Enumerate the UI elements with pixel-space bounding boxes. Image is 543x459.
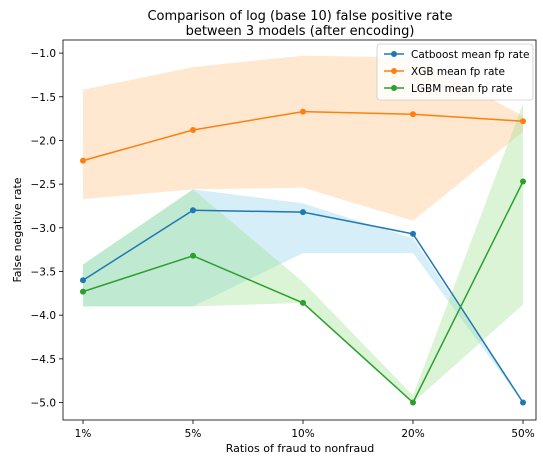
y-tick-label: −3.0 <box>31 223 57 235</box>
legend-marker-catboost <box>391 51 397 57</box>
point-catboost-0 <box>80 277 86 284</box>
y-tick-label: −4.5 <box>31 354 57 366</box>
point-catboost-1 <box>190 207 196 214</box>
y-tick-label: −2.0 <box>31 135 57 147</box>
point-lgbm-2 <box>300 299 306 306</box>
band-catboost <box>83 189 523 403</box>
legend-entry-xgb: XGB mean fp rate <box>384 66 505 78</box>
chart-title: Comparison of log (base 10) false positi… <box>147 9 452 24</box>
legend-label-lgbm: LGBM mean fp rate <box>411 83 513 95</box>
plot-frame <box>62 39 537 421</box>
point-lgbm-0 <box>80 288 86 295</box>
point-catboost-2 <box>300 209 306 216</box>
legend-box <box>376 43 534 101</box>
x-axis-label: Ratios of fraud to nonfraud <box>226 442 374 455</box>
y-axis-ticks: −1.0 −1.5 −2.0 −2.5 −3.0 −3.5 −4.0 −4.5 −5.0 <box>31 48 63 410</box>
legend-label-xgb: XGB mean fp rate <box>411 66 505 78</box>
point-lgbm-4 <box>520 178 526 185</box>
band-lgbm <box>83 103 523 403</box>
y-tick-label: −3.5 <box>31 266 57 278</box>
series-markers <box>80 108 526 406</box>
y-tick-label: −5.0 <box>31 398 57 410</box>
legend: Catboost mean fp rate XGB mean fp rate L… <box>376 43 534 101</box>
point-xgb-1 <box>190 127 196 133</box>
legend-entry-lgbm: LGBM mean fp rate <box>384 83 513 95</box>
y-axis-label: False negative rate <box>11 177 24 282</box>
point-xgb-2 <box>300 108 306 115</box>
chart-subtitle: between 3 models (after encoding) <box>186 24 415 39</box>
y-tick-label: −1.0 <box>31 48 57 60</box>
point-xgb-0 <box>80 157 86 164</box>
legend-entry-catboost: Catboost mean fp rate <box>384 49 529 61</box>
legend-label-catboost: Catboost mean fp rate <box>411 49 529 61</box>
y-tick-label: −4.0 <box>31 310 57 322</box>
x-tick-label: 5% <box>185 428 202 440</box>
x-tick-label: 20% <box>401 428 424 440</box>
point-xgb-3 <box>410 111 416 118</box>
point-lgbm-1 <box>190 252 196 259</box>
point-catboost-4 <box>520 399 526 406</box>
point-catboost-3 <box>410 230 416 237</box>
x-tick-label: 1% <box>75 428 92 440</box>
y-tick-label: −2.5 <box>31 179 57 191</box>
x-tick-label: 50% <box>511 428 534 440</box>
x-axis-ticks: 1% 5% 10% 20% 50% <box>75 420 535 440</box>
point-lgbm-3 <box>410 399 416 406</box>
y-tick-label: −1.5 <box>31 92 57 104</box>
x-tick-label: 10% <box>291 428 314 440</box>
legend-marker-xgb <box>391 68 397 74</box>
plot-area <box>63 40 536 420</box>
legend-marker-lgbm <box>391 85 397 91</box>
point-xgb-4 <box>520 118 526 125</box>
